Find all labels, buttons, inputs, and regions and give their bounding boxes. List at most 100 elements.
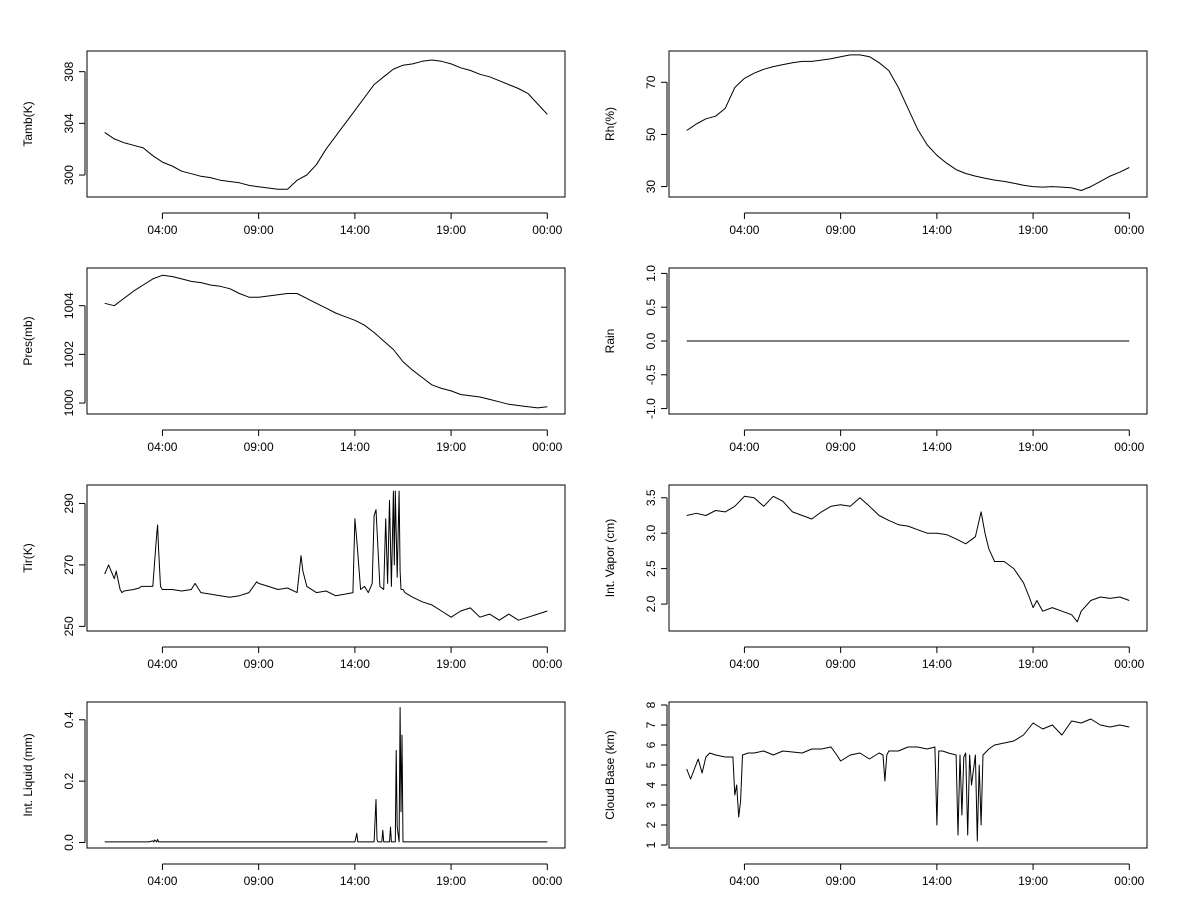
y-tick-label: 250 xyxy=(62,616,76,636)
x-tick-label: 19:00 xyxy=(436,874,466,888)
y-axis-title: Cloud Base (km) xyxy=(603,730,617,819)
plot-frame xyxy=(86,267,566,415)
x-tick-label: 14:00 xyxy=(340,223,370,237)
series-line-1 xyxy=(104,707,548,843)
plot-frame xyxy=(86,484,566,632)
y-tick-label: 7 xyxy=(644,721,658,728)
x-tick-label: 00:00 xyxy=(532,440,562,454)
y-tick-label: 2.0 xyxy=(644,595,658,612)
y-tick-label: 304 xyxy=(62,113,76,133)
x-tick-label: 09:00 xyxy=(826,657,856,671)
x-tick-label: 00:00 xyxy=(1114,874,1144,888)
y-tick-label: 5 xyxy=(644,761,658,768)
x-tick-label: 04:00 xyxy=(147,223,177,237)
series-line-1 xyxy=(104,59,548,190)
x-tick-label: 14:00 xyxy=(922,874,952,888)
x-tick-label: 19:00 xyxy=(1018,874,1048,888)
y-tick-label: -0.5 xyxy=(644,364,658,385)
x-tick-label: 09:00 xyxy=(244,440,274,454)
y-tick-label: -1.0 xyxy=(644,398,658,419)
y-axis-title: Tir(K) xyxy=(21,543,35,573)
y-tick-label: 70 xyxy=(644,75,658,89)
y-tick-label: 2 xyxy=(644,821,658,828)
x-tick-label: 04:00 xyxy=(729,440,759,454)
panel-1: 04:00 09:00 14:00 19:00 00:00 300 304 308 Tamb(K… xyxy=(21,50,566,237)
panel-7: 04:00 09:00 14:00 19:00 00:00 0.0 0.2 0.4 Int. L… xyxy=(21,701,566,888)
series-line-1 xyxy=(686,495,1130,623)
y-tick-label: 0.5 xyxy=(644,299,658,316)
y-axis-title: Int. Liquid (mm) xyxy=(21,733,35,816)
x-tick-label: 19:00 xyxy=(1018,440,1048,454)
y-tick-label: 0.2 xyxy=(62,772,76,789)
x-tick-label: 00:00 xyxy=(532,223,562,237)
panel-2: 04:00 09:00 14:00 19:00 00:00 30 50 70 Rh(%) xyxy=(603,50,1148,237)
x-tick-label: 14:00 xyxy=(922,440,952,454)
x-tick-label: 14:00 xyxy=(922,223,952,237)
y-tick-label: 0.0 xyxy=(62,834,76,851)
y-tick-label: 270 xyxy=(62,555,76,575)
x-tick-label: 19:00 xyxy=(436,657,466,671)
y-tick-label: 0.0 xyxy=(644,332,658,349)
panel-6: 04:00 09:00 14:00 19:00 00:00 2.0 2.5 3.0 3.5 Int… xyxy=(603,484,1148,671)
y-tick-label: 50 xyxy=(644,127,658,141)
x-tick-label: 04:00 xyxy=(147,874,177,888)
x-tick-label: 09:00 xyxy=(826,874,856,888)
panel-3: 04:00 09:00 14:00 19:00 00:00 1000 1002 1004 Pre… xyxy=(21,267,566,454)
y-axis-title: Tamb(K) xyxy=(21,101,35,146)
series-line-1 xyxy=(686,54,1130,191)
x-tick-label: 09:00 xyxy=(244,874,274,888)
x-tick-label: 09:00 xyxy=(826,223,856,237)
x-tick-label: 09:00 xyxy=(244,657,274,671)
y-tick-label: 1.0 xyxy=(644,265,658,282)
x-tick-label: 14:00 xyxy=(340,874,370,888)
series-line-1 xyxy=(104,274,548,409)
y-tick-label: 6 xyxy=(644,741,658,748)
x-tick-label: 19:00 xyxy=(436,440,466,454)
y-axis-title: Pres(mb) xyxy=(21,316,35,365)
plot-frame xyxy=(668,267,1148,415)
x-tick-label: 04:00 xyxy=(147,440,177,454)
x-tick-label: 00:00 xyxy=(532,874,562,888)
y-tick-label: 3.0 xyxy=(644,525,658,542)
series-line-1 xyxy=(686,718,1130,842)
x-tick-label: 19:00 xyxy=(436,223,466,237)
panel-4: 04:00 09:00 14:00 19:00 00:00 -1.0 -0.5 0.0 0.5 1… xyxy=(603,265,1148,454)
y-axis-title: Rh(%) xyxy=(603,107,617,141)
panel-5: 04:00 09:00 14:00 19:00 00:00 250 270 290 Tir(K) xyxy=(21,484,566,671)
y-tick-label: 1000 xyxy=(62,389,76,416)
y-tick-label: 290 xyxy=(62,493,76,513)
y-tick-label: 2.5 xyxy=(644,560,658,577)
x-tick-label: 19:00 xyxy=(1018,657,1048,671)
plot-frame xyxy=(668,484,1148,632)
x-tick-label: 04:00 xyxy=(729,223,759,237)
x-tick-label: 04:00 xyxy=(729,874,759,888)
plot-frame xyxy=(86,701,566,849)
y-tick-label: 308 xyxy=(62,61,76,81)
y-tick-label: 8 xyxy=(644,701,658,708)
plot-frame xyxy=(668,50,1148,198)
panel-8: 04:00 09:00 14:00 19:00 00:00 1 2 3 4 5 6 7 8 Cloud B… xyxy=(603,701,1148,888)
plot-frame xyxy=(668,701,1148,849)
x-tick-label: 00:00 xyxy=(532,657,562,671)
x-tick-label: 04:00 xyxy=(147,657,177,671)
y-tick-label: 0.4 xyxy=(62,711,76,728)
y-tick-label: 3 xyxy=(644,801,658,808)
x-tick-label: 00:00 xyxy=(1114,223,1144,237)
y-axis-title: Rain xyxy=(603,329,617,354)
y-axis-title: Int. Vapor (cm) xyxy=(603,519,617,597)
y-tick-label: 4 xyxy=(644,781,658,788)
x-tick-label: 09:00 xyxy=(244,223,274,237)
x-tick-label: 04:00 xyxy=(729,657,759,671)
series-line-1 xyxy=(104,490,548,621)
x-tick-label: 00:00 xyxy=(1114,440,1144,454)
x-tick-label: 19:00 xyxy=(1018,223,1048,237)
plot-frame xyxy=(86,50,566,198)
x-tick-label: 14:00 xyxy=(340,440,370,454)
y-tick-label: 30 xyxy=(644,180,658,194)
x-tick-label: 14:00 xyxy=(922,657,952,671)
y-tick-label: 1002 xyxy=(62,341,76,368)
y-tick-label: 1 xyxy=(644,841,658,848)
x-tick-label: 00:00 xyxy=(1114,657,1144,671)
y-tick-label: 3.5 xyxy=(644,489,658,506)
